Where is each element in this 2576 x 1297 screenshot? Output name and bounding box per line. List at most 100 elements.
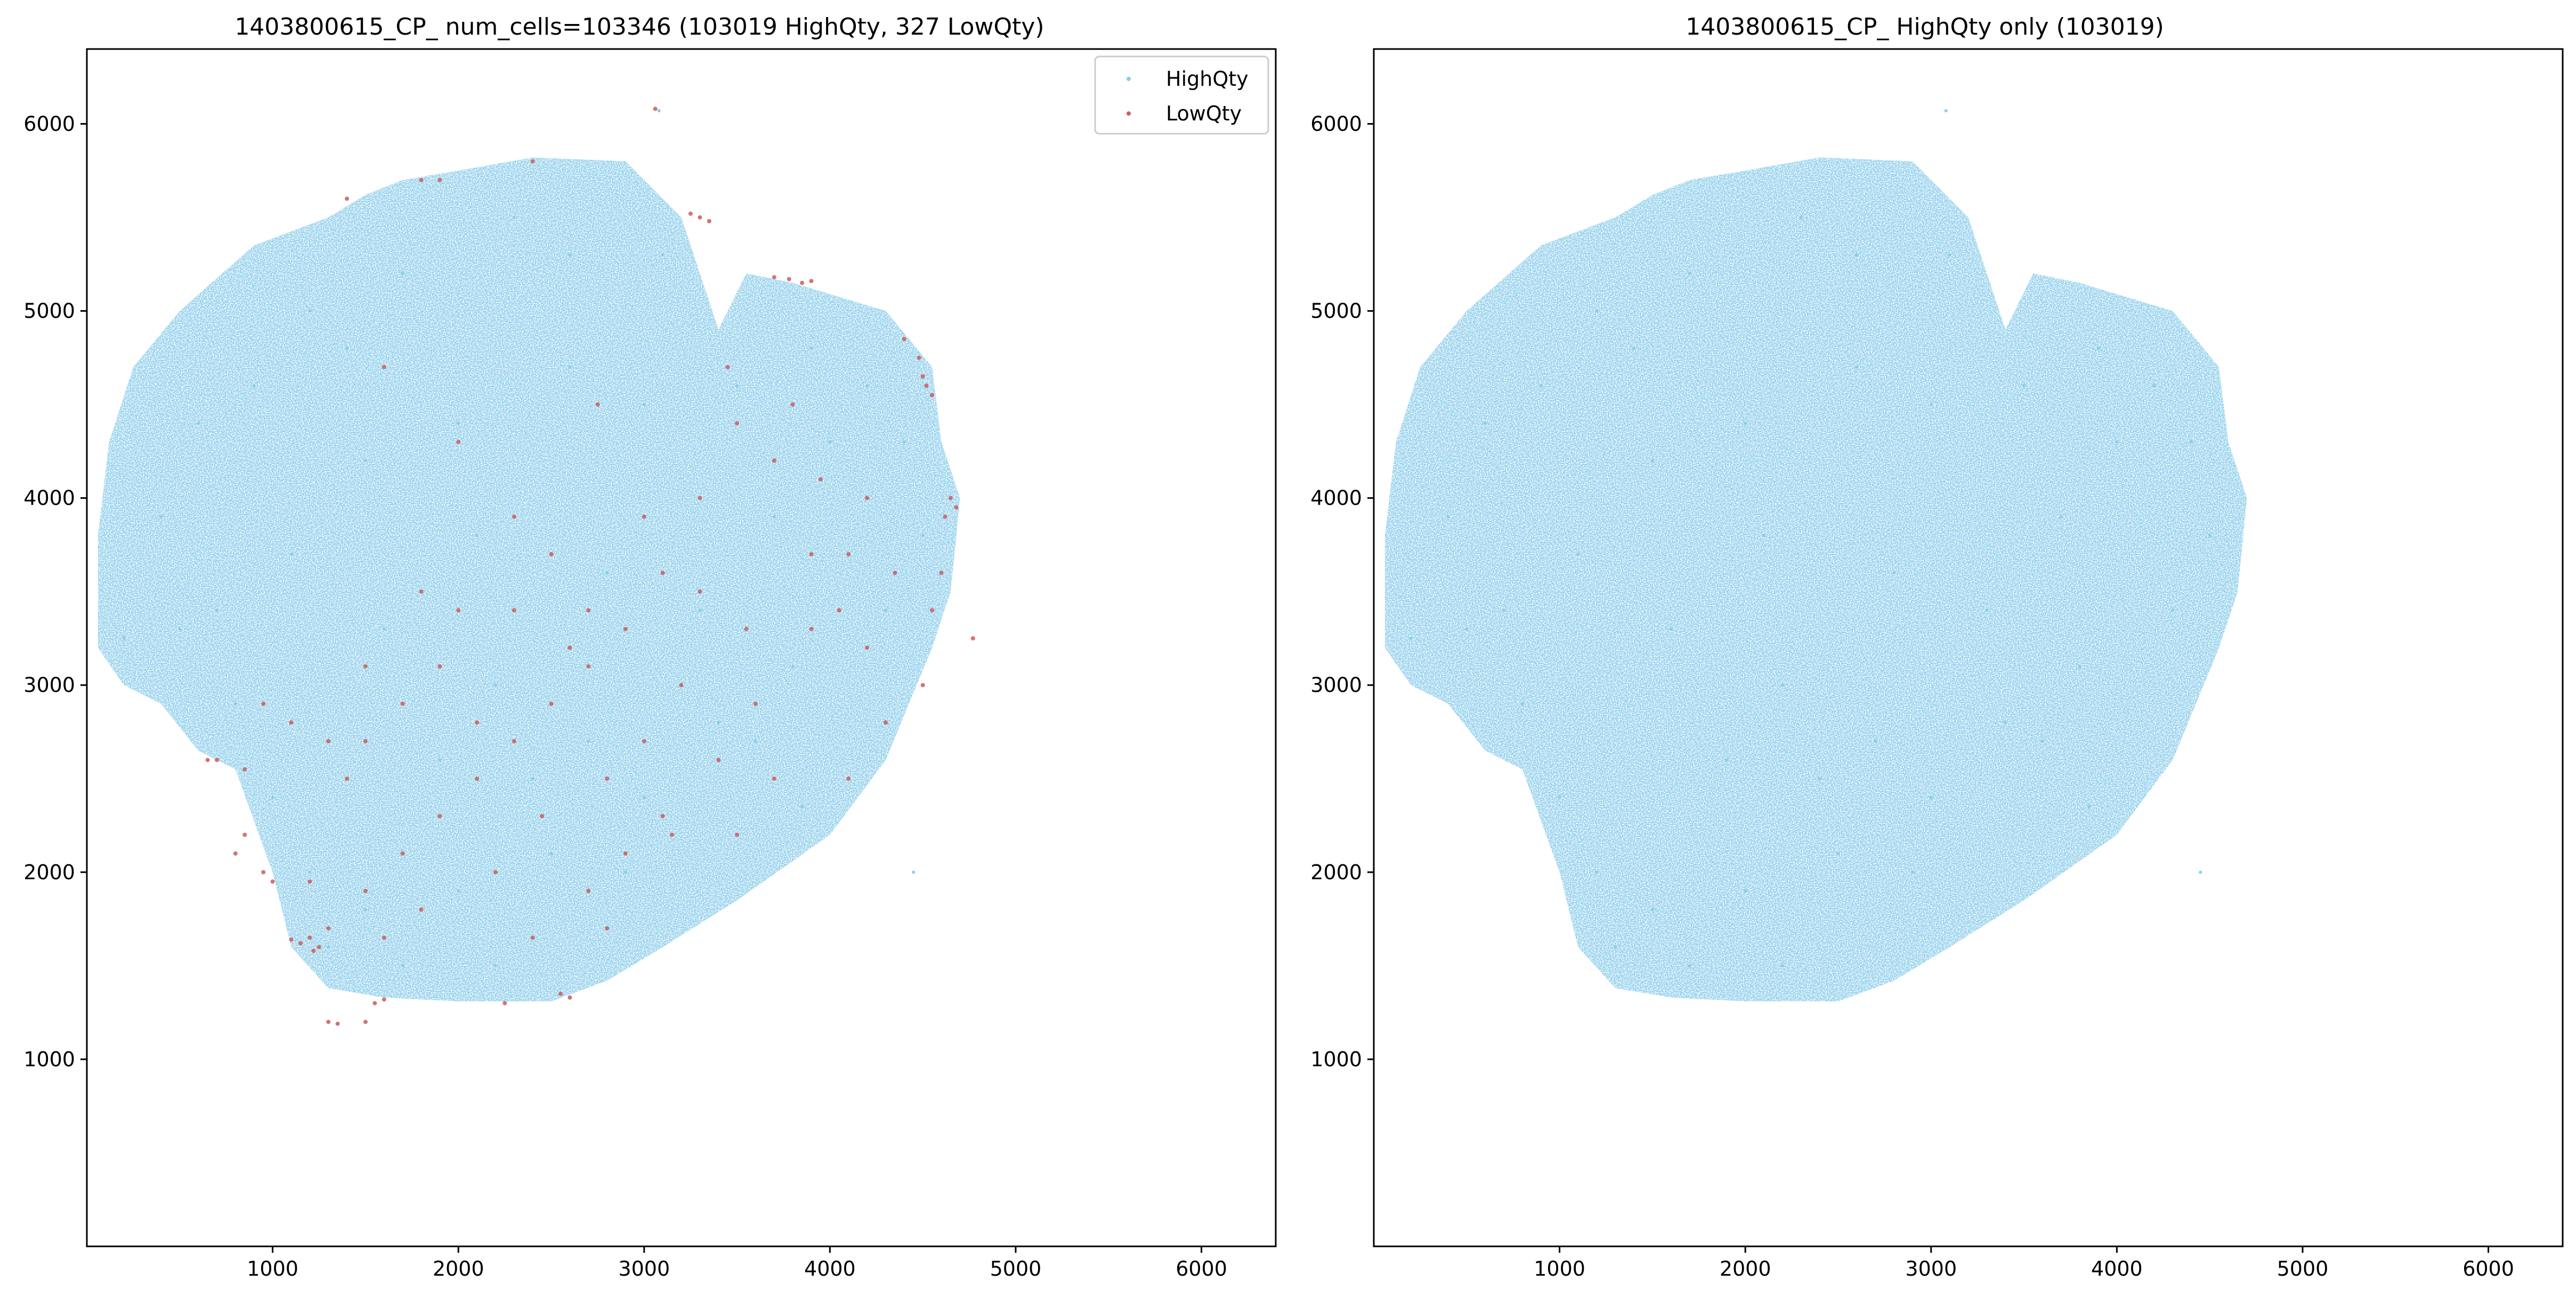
y-tick-label: 3000	[23, 674, 75, 697]
lowqty-point	[660, 814, 665, 818]
highqty-point	[215, 609, 218, 612]
highqty-point	[1874, 740, 1877, 743]
y-tick-label: 6000	[1310, 112, 1362, 135]
lowqty-point	[530, 935, 535, 940]
lowqty-point	[493, 870, 498, 874]
highqty-point	[1744, 889, 1747, 893]
x-tick-label: 5000	[990, 1257, 1042, 1280]
highqty-point	[1929, 403, 1933, 407]
highqty-point	[902, 440, 906, 444]
highqty-point	[1855, 365, 1859, 369]
lowqty-point	[707, 219, 711, 223]
highqty-point	[1558, 796, 1561, 799]
highqty-point	[382, 627, 386, 631]
highqty-point	[1780, 964, 1784, 968]
lowqty-point	[698, 215, 702, 220]
x-tick-label: 4000	[804, 1257, 856, 1280]
highqty-point	[178, 627, 182, 631]
highqty-point	[457, 889, 460, 893]
lowqty-point	[772, 275, 776, 280]
lowqty-point	[846, 776, 851, 781]
highqty-point	[1650, 459, 1654, 463]
highqty-point	[1409, 636, 1413, 640]
scatter-panel-highqty-only: 1403800615_CP_ HighQty only (103019) 100…	[1310, 13, 2564, 1280]
highqty-point	[912, 870, 916, 874]
lowqty-point	[512, 608, 516, 613]
highqty-point	[271, 796, 274, 799]
highqty-point	[1595, 309, 1599, 313]
highqty-point	[2199, 870, 2202, 874]
lowqty-point	[735, 421, 740, 426]
x-tick-label: 2000	[433, 1257, 484, 1280]
lowqty-point	[893, 571, 897, 575]
lowqty-point	[943, 514, 947, 519]
lowqty-point	[660, 571, 665, 575]
highqty-point	[717, 720, 720, 724]
lowqty-point	[298, 941, 303, 946]
highqty-point	[1855, 253, 1859, 257]
highqty-density-region	[98, 157, 960, 1002]
lowqty-point	[623, 627, 628, 631]
lowqty-point	[530, 159, 535, 164]
lowqty-point	[837, 608, 841, 613]
lowqty-point	[725, 364, 730, 369]
y-tick-label: 4000	[1310, 487, 1362, 510]
y-axis-highqty-only: 1000 2000 3000 4000 5000 6000	[1310, 112, 1374, 1071]
lowqty-point	[345, 776, 349, 781]
highqty-point	[1614, 945, 1617, 949]
highqty-point	[1948, 253, 1951, 257]
lowqty-point	[317, 945, 321, 950]
lowqty-point	[688, 212, 693, 216]
highqty-point	[512, 216, 516, 219]
highqty-point	[623, 870, 627, 874]
highqty-point	[754, 740, 757, 743]
y-axis-all-cells: 1000 2000 3000 4000 5000 6000	[23, 112, 87, 1071]
highqty-point	[159, 515, 163, 518]
highqty-point	[531, 777, 534, 781]
lowqty-point	[716, 758, 721, 763]
highqty-point	[587, 740, 590, 743]
lowqty-point	[800, 280, 805, 285]
highqty-point	[2087, 805, 2091, 808]
highqty-point	[493, 964, 497, 968]
highqty-point	[2022, 384, 2026, 387]
lowqty-point	[920, 683, 925, 687]
lowqty-point	[586, 888, 591, 893]
highqty-point	[308, 309, 312, 313]
highqty-point	[363, 459, 367, 463]
highqty-point	[2040, 740, 2044, 743]
x-axis-highqty-only: 1000 2000 3000 4000 5000 6000	[1534, 1246, 2514, 1280]
highqty-point	[2004, 720, 2007, 724]
lowqty-point	[939, 571, 944, 575]
lowqty-point	[772, 776, 776, 781]
highqty-point	[605, 571, 609, 575]
highqty-point	[2115, 440, 2119, 444]
lowqty-point	[326, 926, 331, 931]
lowqty-point	[540, 814, 545, 818]
y-tick-label: 2000	[23, 861, 75, 884]
lowqty-point	[549, 701, 554, 706]
y-tick-label: 3000	[1310, 674, 1362, 697]
highqty-point	[1688, 964, 1691, 968]
lowqty-point	[419, 177, 424, 182]
highqty-point	[1725, 758, 1729, 762]
lowqty-point	[670, 832, 675, 837]
lowqty-point	[558, 992, 563, 996]
lowqty-point	[605, 776, 610, 781]
highqty-point	[865, 384, 869, 387]
x-tick-label: 1000	[1534, 1257, 1585, 1280]
lowqty-point	[787, 277, 791, 281]
highqty-point	[568, 253, 572, 257]
highqty-point	[1539, 384, 1543, 387]
lowqty-point	[382, 364, 386, 369]
highqty-point	[1744, 421, 1747, 425]
x-tick-label: 3000	[618, 1257, 670, 1280]
lowqty-point	[653, 107, 658, 111]
highqty-density-region	[1384, 157, 2247, 1002]
lowqty-point	[930, 608, 935, 613]
lowqty-point	[605, 926, 610, 931]
lowqty-point	[363, 739, 368, 743]
highqty-point	[1818, 777, 1821, 781]
highqty-point	[2189, 440, 2193, 444]
x-tick-label: 3000	[1905, 1257, 1957, 1280]
